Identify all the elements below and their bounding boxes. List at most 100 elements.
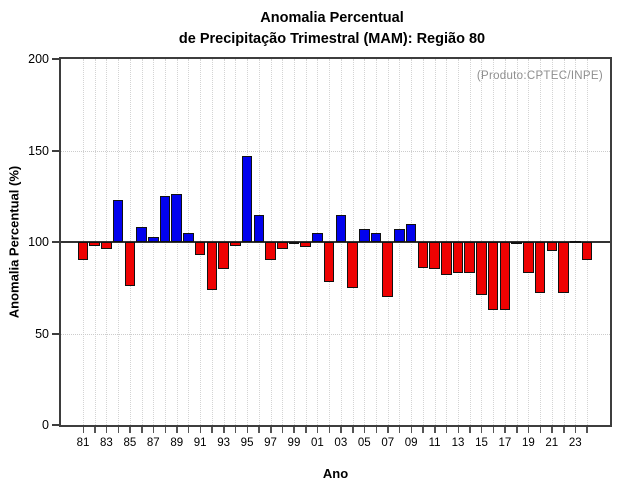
x-axis-tick-label: 99 bbox=[287, 437, 301, 449]
x-axis-tick bbox=[516, 427, 518, 433]
bar-1995 bbox=[241, 155, 253, 242]
x-axis-tick bbox=[258, 427, 260, 433]
bar-2002 bbox=[323, 242, 335, 283]
x-axis-tick bbox=[281, 427, 284, 433]
y-axis-tick-label: 0 bbox=[42, 418, 49, 432]
bar-1989 bbox=[171, 194, 183, 242]
bar-2004 bbox=[347, 242, 358, 288]
x-axis-tick-label: 81 bbox=[76, 437, 90, 449]
bar-1993 bbox=[218, 242, 229, 270]
bar-1996 bbox=[253, 214, 265, 242]
x-axis-tick-label: 05 bbox=[357, 437, 371, 449]
x-axis-tick bbox=[480, 427, 483, 433]
source-annotation: (Produto:CPTEC/INPE) bbox=[476, 70, 603, 82]
x-axis-tick bbox=[586, 427, 588, 433]
bar-2014 bbox=[464, 242, 476, 274]
x-axis-tick bbox=[563, 427, 565, 433]
bar-2022 bbox=[558, 242, 569, 294]
y-axis-tick bbox=[52, 424, 59, 426]
x-axis-tick bbox=[211, 427, 213, 433]
bar-1986 bbox=[136, 227, 147, 242]
horizontal-gridline bbox=[61, 333, 610, 335]
x-axis-tick bbox=[129, 427, 131, 433]
x-axis-tick-label: 23 bbox=[568, 437, 582, 449]
y-axis-tick-label: 200 bbox=[28, 52, 49, 66]
x-axis-tick-label: 11 bbox=[428, 437, 441, 449]
chart-title: Anomalia Percentual de Precipitação Trim… bbox=[12, 8, 640, 50]
y-axis-tick bbox=[52, 58, 59, 60]
x-axis-tick-label: 97 bbox=[264, 437, 277, 449]
plot-area: (Produto:CPTEC/INPE) bbox=[59, 57, 612, 427]
bar-2007 bbox=[382, 242, 393, 297]
x-axis-tick bbox=[410, 427, 413, 433]
x-axis-tick-label: 95 bbox=[240, 437, 254, 449]
x-axis-tick-label: 85 bbox=[123, 437, 137, 449]
x-axis-tick bbox=[187, 427, 190, 433]
bar-2016 bbox=[487, 242, 499, 310]
bar-1985 bbox=[124, 242, 136, 286]
x-axis-tick-label: 87 bbox=[146, 437, 160, 449]
baseline-100-line bbox=[61, 241, 610, 243]
y-axis-tick bbox=[52, 149, 59, 152]
x-axis-tick bbox=[539, 427, 542, 433]
x-axis-tick bbox=[328, 427, 331, 433]
horizontal-gridline bbox=[61, 150, 610, 152]
bar-2001 bbox=[312, 232, 323, 242]
x-axis-tick-label: 15 bbox=[475, 437, 488, 449]
x-axis-tick bbox=[117, 427, 120, 433]
x-axis-tick bbox=[316, 427, 319, 433]
bar-2012 bbox=[441, 242, 452, 275]
bar-2005 bbox=[358, 229, 370, 242]
x-axis-tick bbox=[504, 427, 506, 433]
x-axis-tick bbox=[105, 427, 108, 433]
bar-1983 bbox=[101, 242, 112, 250]
x-axis-tick bbox=[176, 427, 178, 433]
bar-1999 bbox=[288, 242, 300, 244]
x-axis-tick bbox=[141, 427, 143, 433]
bar-2018 bbox=[511, 242, 522, 244]
bar-2015 bbox=[476, 242, 487, 296]
bar-2023 bbox=[569, 241, 581, 243]
x-axis-tick bbox=[469, 427, 471, 433]
bar-1990 bbox=[183, 232, 194, 242]
x-axis-tick-label: 03 bbox=[334, 437, 348, 449]
chart-title-line2: de Precipitação Trimestral (MAM): Região… bbox=[178, 31, 486, 47]
bar-1994 bbox=[230, 242, 241, 246]
x-axis-tick-label: 19 bbox=[521, 437, 535, 449]
x-axis-tick bbox=[457, 427, 460, 433]
y-axis-tick-label: 50 bbox=[35, 326, 49, 341]
x-axis-tick-label: 89 bbox=[170, 437, 184, 449]
bar-2006 bbox=[370, 232, 382, 242]
x-axis-tick bbox=[305, 427, 307, 433]
bar-2013 bbox=[452, 242, 464, 274]
x-axis-tick bbox=[398, 427, 401, 433]
bar-2000 bbox=[300, 242, 311, 248]
bar-1984 bbox=[112, 199, 124, 242]
bar-2010 bbox=[417, 242, 429, 268]
bar-2008 bbox=[394, 229, 405, 242]
x-axis-tick bbox=[527, 427, 530, 433]
x-axis-tick bbox=[246, 427, 249, 433]
x-axis-tick-label: 13 bbox=[451, 437, 465, 449]
bar-2009 bbox=[405, 223, 417, 242]
x-axis-tick bbox=[352, 427, 354, 433]
bar-2017 bbox=[499, 242, 511, 310]
x-axis-tick bbox=[94, 427, 96, 433]
bar-1992 bbox=[206, 242, 218, 290]
x-axis-tick bbox=[199, 427, 202, 433]
x-axis-tick bbox=[375, 427, 377, 433]
bar-1982 bbox=[89, 242, 100, 246]
x-axis-tick bbox=[293, 427, 295, 433]
x-axis-tick-label: 07 bbox=[381, 437, 395, 449]
bar-1997 bbox=[265, 242, 276, 261]
x-axis-tick bbox=[363, 427, 366, 433]
bar-1981 bbox=[77, 242, 89, 261]
x-axis-tick-label: 93 bbox=[217, 437, 231, 449]
bar-1987 bbox=[148, 236, 159, 242]
x-axis-tick-label: 21 bbox=[545, 437, 559, 449]
x-axis-tick bbox=[445, 427, 448, 433]
x-axis-tick bbox=[234, 427, 237, 433]
x-axis-title: Ano bbox=[322, 466, 349, 481]
x-axis-tick bbox=[164, 427, 167, 433]
x-axis-tick bbox=[551, 427, 553, 433]
